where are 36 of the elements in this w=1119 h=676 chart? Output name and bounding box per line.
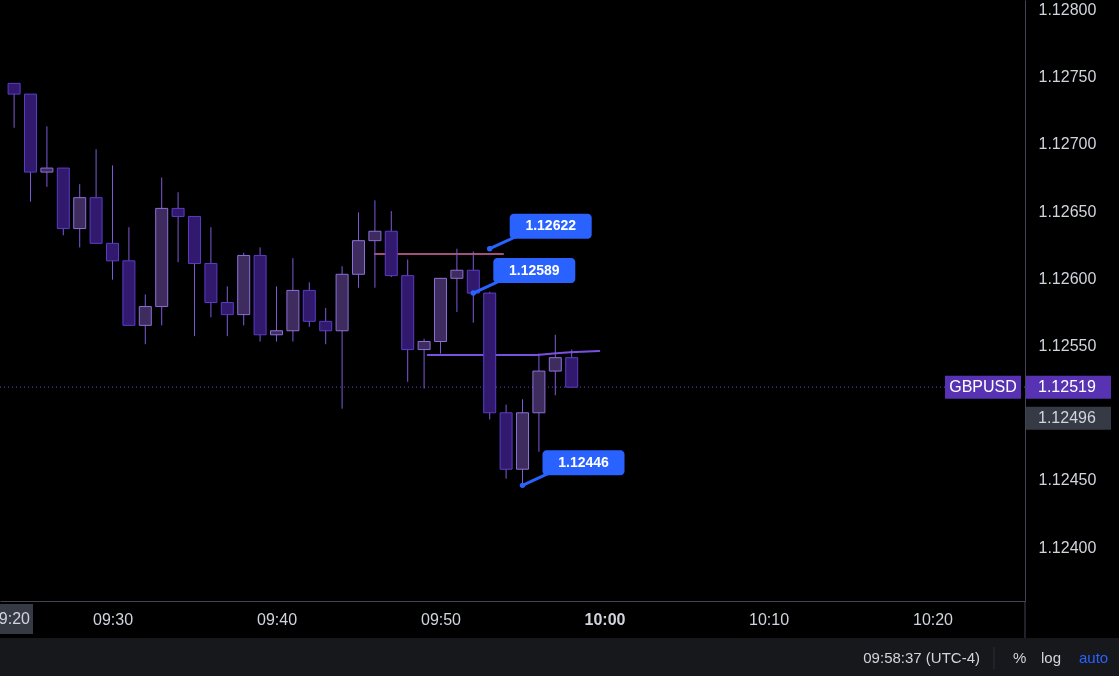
candlestick xyxy=(40,125,54,188)
x-tick-label: 10:20 xyxy=(912,610,954,628)
candlestick xyxy=(106,164,119,281)
candlestick xyxy=(319,307,333,345)
text: % xyxy=(1013,649,1027,666)
y-tick-label: 1.12400 xyxy=(1038,538,1097,556)
y-tick-label: 1.12450 xyxy=(1038,471,1097,489)
text: 9:20 xyxy=(0,610,31,627)
candlestick xyxy=(7,82,21,129)
y-tick-label: 1.12700 xyxy=(1038,135,1097,153)
candlestick xyxy=(220,285,234,337)
candlestick xyxy=(171,191,185,263)
y-tick-label: 1.12550 xyxy=(1038,337,1097,355)
x-tick-label: 09:40 xyxy=(256,610,298,628)
annotation: 1.12446 xyxy=(558,453,610,470)
annotation: 1.12589 xyxy=(509,261,560,278)
candlestick xyxy=(368,199,382,289)
x-tick-label: 09:30 xyxy=(92,610,134,628)
candlestick xyxy=(450,248,464,313)
text: log xyxy=(1041,649,1062,666)
x-tick-label: 10:00 xyxy=(584,610,626,628)
x-tick-label: 10:10 xyxy=(748,610,790,628)
candlestick xyxy=(270,285,283,343)
text: auto xyxy=(1079,649,1109,666)
text: 09:58:37 (UTC-4) xyxy=(863,649,980,666)
y-tick-label: 1.12800 xyxy=(1038,0,1097,18)
text: 1.12519 xyxy=(1038,378,1096,396)
annotation: 1.12622 xyxy=(525,217,577,234)
ref-line-label: GBPUSD xyxy=(949,378,1017,396)
y-tick-label: 1.12600 xyxy=(1038,269,1097,287)
y-tick-label: 1.12750 xyxy=(1038,68,1097,86)
candlestick xyxy=(417,338,431,390)
candlestick xyxy=(138,293,152,345)
y-tick-label: 1.12650 xyxy=(1038,202,1097,220)
text: 1.12496 xyxy=(1038,409,1096,427)
x-tick-label: 09:50 xyxy=(420,610,462,628)
